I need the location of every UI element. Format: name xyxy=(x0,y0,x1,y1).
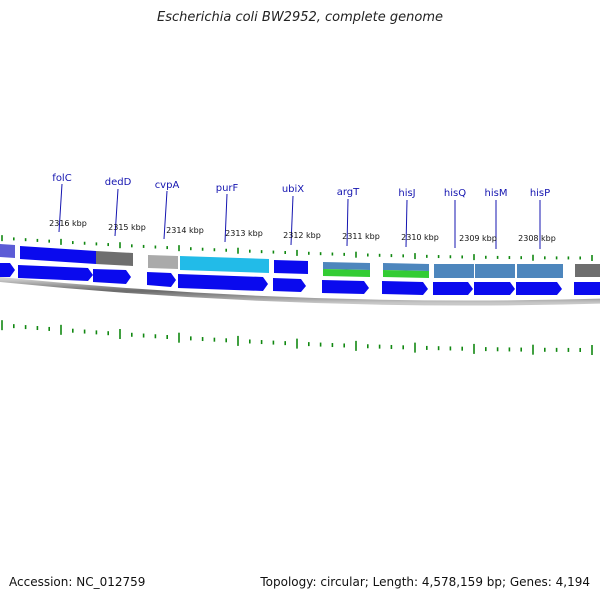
feature-block-partial xyxy=(0,244,15,258)
feature-block-dedD xyxy=(96,251,133,266)
feature-block-ubiX xyxy=(274,260,308,274)
leader-line xyxy=(224,193,228,243)
leader-line xyxy=(114,188,119,237)
gene-arrow xyxy=(178,274,268,291)
feature-track-top xyxy=(0,244,600,278)
gene-arrow xyxy=(273,278,306,292)
map-title: Escherichia coli BW2952, complete genome xyxy=(157,10,443,25)
gene-label-hisP: hisP xyxy=(530,188,550,199)
gene-label-folC: folC xyxy=(52,173,71,184)
kbp-label: 2312 kbp xyxy=(283,231,321,240)
kbp-label: 2309 kbp xyxy=(459,234,497,243)
kbp-label: 2311 kbp xyxy=(342,232,380,241)
gene-labels: folC dedD cvpA purF ubiX argT hisJ hisQ … xyxy=(52,173,550,249)
trna-band-hisJ xyxy=(383,270,429,278)
gene-arrow xyxy=(93,269,131,284)
gene-arrow xyxy=(382,281,428,295)
tick-row-upper xyxy=(1,235,593,261)
feature-block-hisJ xyxy=(383,263,429,271)
kbp-label: 2316 kbp xyxy=(49,219,87,228)
trna-band-argT xyxy=(323,269,370,277)
feature-block-folC xyxy=(20,246,96,264)
kbp-label: 2310 kbp xyxy=(401,233,439,242)
gene-arrow xyxy=(516,282,562,295)
gene-arrow xyxy=(147,272,176,287)
gene-label-purF: purF xyxy=(216,183,239,194)
feature-block-cvpA xyxy=(148,255,178,269)
feature-block-gray xyxy=(575,264,600,277)
gene-arrow xyxy=(574,282,600,295)
feature-block-purF xyxy=(180,256,269,273)
genome-summary-text: Topology: circular; Length: 4,578,159 bp… xyxy=(260,575,590,589)
kbp-label: 2315 kbp xyxy=(108,223,146,232)
gene-arrow xyxy=(18,265,93,281)
kbp-labels: 2316 kbp 2315 kbp 2314 kbp 2313 kbp 2312… xyxy=(49,219,556,243)
gene-label-argT: argT xyxy=(337,187,360,198)
kbp-label: 2314 kbp xyxy=(166,226,204,235)
gene-label-dedD: dedD xyxy=(105,177,132,188)
gene-arrow xyxy=(0,263,15,277)
tick-row-lower xyxy=(1,320,593,355)
gene-arrow xyxy=(322,280,369,294)
kbp-label: 2313 kbp xyxy=(225,229,263,238)
leader-line xyxy=(405,199,408,248)
kbp-label: 2308 kbp xyxy=(518,234,556,243)
feature-track-arrows xyxy=(0,263,600,295)
feature-block-hisM xyxy=(475,264,515,278)
leader-line xyxy=(290,195,294,246)
leader-line xyxy=(163,190,168,240)
gene-arrow xyxy=(433,282,473,295)
gene-label-hisJ: hisJ xyxy=(398,188,415,199)
feature-block-hisP xyxy=(517,264,563,278)
gene-arrow xyxy=(474,282,515,295)
feature-block-argT xyxy=(323,262,370,270)
gene-label-hisM: hisM xyxy=(485,188,508,199)
genome-backbone xyxy=(0,276,600,306)
leader-line xyxy=(346,198,349,247)
gene-label-hisQ: hisQ xyxy=(444,188,466,199)
leader-line xyxy=(58,183,63,233)
gene-label-cvpA: cvpA xyxy=(155,180,180,191)
accession-text: Accession: NC_012759 xyxy=(9,575,146,589)
gene-label-ubiX: ubiX xyxy=(282,184,304,195)
feature-block-hisQ xyxy=(434,264,474,278)
